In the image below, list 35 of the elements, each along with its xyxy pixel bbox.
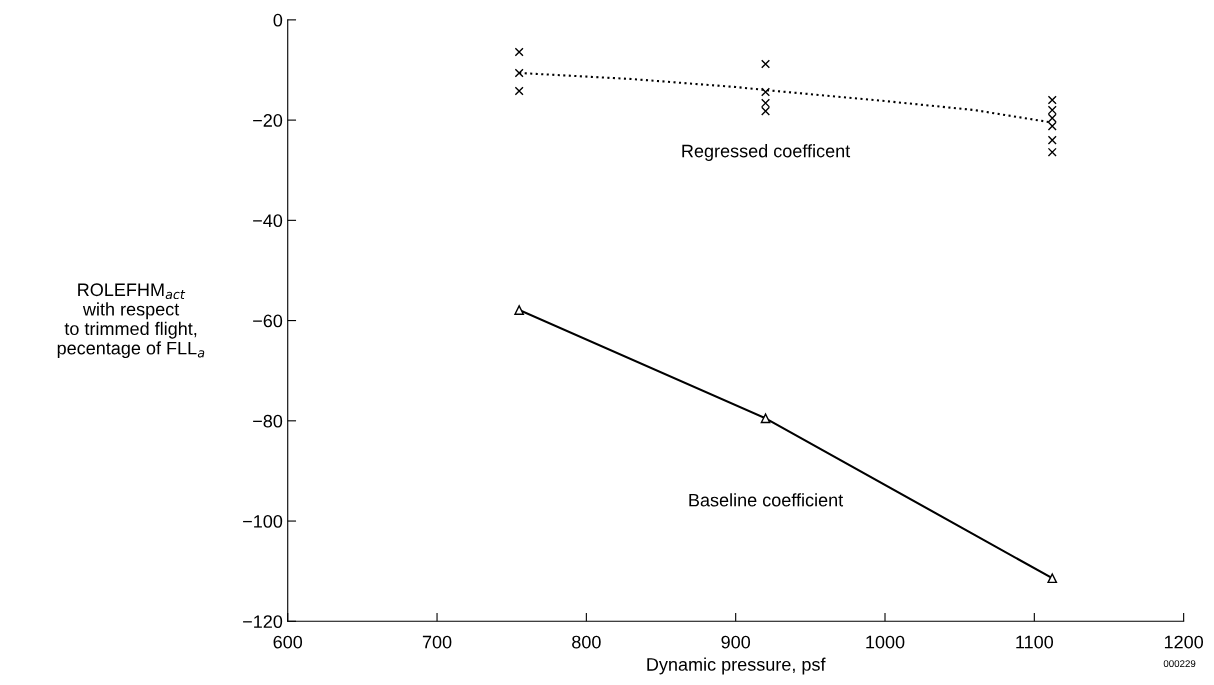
- point: [761, 98, 771, 108]
- point: [761, 87, 771, 97]
- y-tick-label: −80: [253, 414, 283, 428]
- x-tick-label: 600: [273, 635, 303, 649]
- y-tick-label: −20: [253, 114, 283, 127]
- x-tick-label: 800: [572, 635, 601, 649]
- x-tick-label: 1200: [1164, 635, 1204, 649]
- x-tick-label: 1100: [1016, 635, 1054, 649]
- y-axis-title: ROLEFHM$_{act}$ with respect to trimmed flight, pecentage of FLL$_{a}$: [57, 283, 205, 359]
- point: [514, 68, 524, 78]
- point: [1047, 573, 1058, 584]
- series-label: Baseline coefficient: [689, 493, 844, 507]
- x-axis-title: Dynamic pressure, psf: [647, 657, 826, 675]
- point: [514, 47, 524, 57]
- text: 000229: [1163, 660, 1196, 668]
- point: [1047, 105, 1057, 115]
- x-tick-label: 900: [721, 635, 751, 649]
- point: [761, 106, 771, 116]
- point: [1047, 95, 1057, 105]
- y-tick-label: −40: [253, 214, 283, 228]
- point: [514, 86, 524, 96]
- x-tick-label: 1000: [866, 635, 905, 649]
- point: [1047, 135, 1057, 145]
- y-tick-label: −60: [253, 314, 283, 328]
- y-tick-label: −120: [243, 615, 283, 629]
- y-tick-label: −100: [243, 514, 283, 528]
- point: [761, 59, 771, 69]
- point: [514, 305, 525, 315]
- x-tick-label: 700: [422, 635, 452, 649]
- point: [1047, 121, 1057, 131]
- y-tick-label: 0: [273, 13, 283, 27]
- point: [1047, 147, 1057, 157]
- point: [760, 413, 771, 424]
- text: Regressed coefficent: [682, 144, 851, 161]
- point: [1047, 113, 1057, 123]
